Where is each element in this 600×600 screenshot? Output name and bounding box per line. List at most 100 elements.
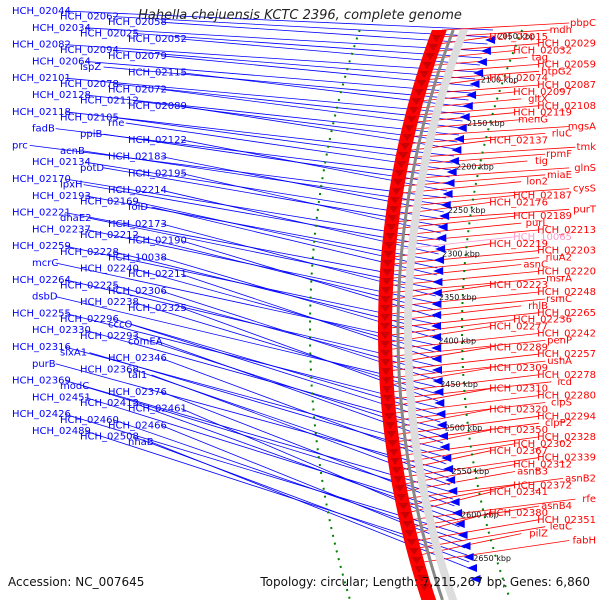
left-gene-label: tal1 — [128, 370, 147, 381]
right-leader-line — [441, 22, 570, 31]
genome-track — [308, 29, 524, 600]
left-gene-label: fadB — [32, 124, 55, 135]
plus-strand-gene — [411, 98, 422, 105]
minus-strand-gene — [431, 300, 442, 308]
left-gene-label: HCH_02115 — [128, 68, 187, 79]
plus-strand-gene — [385, 233, 396, 240]
right-gene-label: HCH_02294 — [537, 411, 596, 422]
right-gene-label: gltX — [528, 94, 548, 105]
left-gene-label: HCH_02214 — [108, 185, 167, 196]
plus-strand-gene — [389, 197, 400, 204]
left-leader-line — [103, 167, 442, 227]
feature-block-outer — [355, 382, 370, 385]
feature-block-outer — [371, 154, 386, 157]
left-gene-label: HCH_02413 — [80, 398, 139, 409]
left-leader-line — [65, 178, 441, 241]
minus-strand-gene — [480, 47, 491, 55]
right-gene-label: ushA — [547, 356, 572, 367]
feature-block-outer — [403, 34, 420, 37]
left-gene-label: HCH_02259 — [12, 241, 71, 252]
right-gene-label: HCH_02059 — [537, 59, 596, 70]
track-spacer — [404, 30, 469, 600]
left-gene-label: HCH_02376 — [108, 387, 167, 398]
plus-strand-gene — [398, 503, 409, 510]
right-gene-label: HCH_02137 — [489, 135, 548, 146]
right-leader-line — [404, 478, 564, 499]
right-gene-label: HCH_02341 — [489, 487, 548, 498]
kbp-tick-label: 2600 kbp — [461, 511, 499, 520]
right-gene-label: rsmC — [546, 294, 572, 305]
plus-strand-gene — [398, 152, 409, 159]
right-leader-line — [394, 415, 539, 436]
right-gene-label: HCH_02087 — [537, 80, 596, 91]
plus-strand-gene — [380, 332, 391, 339]
minus-strand-gene — [435, 245, 446, 253]
minus-strand-gene — [470, 575, 481, 583]
right-gene-label: purL — [526, 218, 549, 229]
feature-block-outer — [364, 190, 380, 193]
feature-block-inner — [322, 366, 336, 369]
left-gene-label: acnB — [60, 146, 85, 157]
feature-block-inner — [332, 466, 346, 469]
minus-strand-gene — [438, 432, 449, 440]
right-gene-label: HCH_02236 — [513, 315, 572, 326]
plus-strand-gene — [404, 530, 415, 537]
right-gene-label: HCH_02203 — [537, 246, 596, 257]
right-gene-label: leuC — [550, 522, 572, 533]
minus-strand-gene — [451, 146, 462, 154]
left-gene-label: folD — [128, 202, 148, 213]
feature-block-inner — [359, 66, 375, 69]
minus-strand-gene — [446, 168, 457, 176]
right-leader-line — [412, 512, 491, 535]
left-gene-label: HCH_02293 — [80, 331, 139, 342]
left-gene-label: HCH_02426 — [12, 409, 71, 420]
plus-strand-gene — [380, 305, 391, 312]
feature-block-outer — [381, 546, 396, 549]
right-leader-line — [399, 450, 491, 471]
right-gene-label: HCH_02029 — [537, 39, 596, 50]
genome-backbone — [396, 29, 455, 600]
plus-strand-gene — [431, 35, 442, 42]
feature-block-outer — [359, 230, 374, 233]
minus-strand-gene — [433, 388, 444, 396]
right-leader-line — [390, 381, 552, 400]
left-gene-label: purB — [32, 359, 56, 370]
feature-block-outer — [354, 322, 369, 325]
right-gene-label: HCH_02277 — [489, 322, 548, 333]
plus-strand-gene — [380, 359, 391, 366]
right-gene-label: HCH_02309 — [489, 363, 548, 374]
left-gene-label: HCH_02078 — [60, 79, 119, 90]
minus-strand-gene — [436, 421, 447, 429]
right-gene-label: purT — [573, 204, 597, 215]
left-gene-label: HCH_02094 — [60, 45, 119, 56]
feature-block-inner — [323, 370, 336, 373]
left-gene-label: cccO — [108, 320, 132, 331]
left-leader-line — [160, 290, 437, 381]
right-gene-label: pilZ — [529, 529, 548, 540]
feature-block-inner — [322, 290, 336, 293]
plus-strand-gene — [381, 377, 392, 384]
right-gene-label: HCH_02242 — [537, 329, 596, 340]
right-gene-label: HCH_02312 — [513, 460, 572, 471]
feature-block-inner — [349, 550, 363, 553]
left-gene-label: comEA — [128, 336, 163, 347]
feature-block-inner — [346, 118, 361, 121]
minus-strand-gene — [440, 201, 451, 209]
left-gene-label: HCH_02122 — [128, 135, 187, 146]
plus-strand-gene — [400, 512, 411, 519]
minus-strand-gene — [457, 531, 468, 539]
left-gene-label: HCH_02044 — [12, 6, 71, 17]
minus-strand-gene — [431, 289, 442, 297]
right-leader-line — [387, 312, 539, 329]
left-gene-label: HCH_02190 — [128, 236, 187, 247]
plus-strand-gene — [416, 80, 427, 87]
feature-block-outer — [384, 98, 400, 101]
left-gene-label: HCH_02134 — [32, 157, 91, 168]
left-gene-label: HCH_02211 — [128, 269, 187, 280]
right-gene-label: HCH_02278 — [537, 370, 596, 381]
right-gene-label: tag — [532, 53, 548, 64]
left-leader-line — [85, 94, 460, 136]
feature-block-inner — [328, 214, 343, 217]
